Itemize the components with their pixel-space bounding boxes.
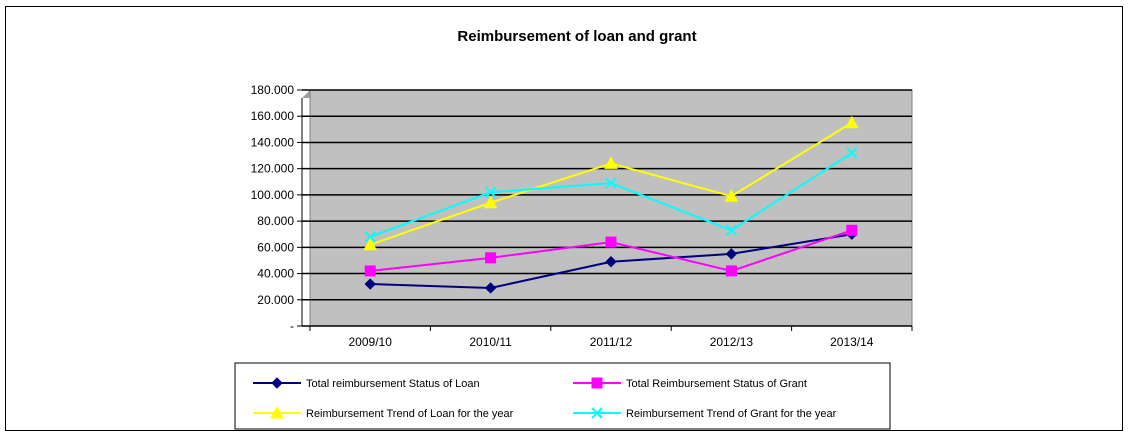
plot-background [309, 89, 913, 327]
y-tick-label: 40.000 [257, 267, 294, 281]
data-point [846, 224, 858, 236]
data-point [846, 147, 858, 159]
chart-canvas: Reimbursement of loan and grant - 20.000 4… [234, 28, 913, 430]
legend-item-4: Reimbursement Trend of Grant for the yea… [573, 407, 837, 420]
series-layer [363, 115, 859, 294]
legend-box [234, 362, 891, 430]
data-point [605, 256, 617, 268]
series-1 [364, 228, 858, 294]
legend-swatch-marker [591, 407, 603, 419]
legend-swatch-marker [271, 377, 283, 389]
data-point [364, 278, 376, 290]
series-2 [364, 224, 858, 277]
y-tick-label: 180.000 [251, 83, 295, 97]
legend-label: Total Reimbursement Status of Grant [626, 378, 807, 390]
legend: Total reimbursement Status of Loan Total … [234, 362, 891, 430]
legend-label: Reimbursement Trend of Grant for the yea… [626, 408, 837, 420]
data-point [725, 265, 737, 277]
x-tick-label: 2011/12 [590, 335, 633, 349]
data-point [485, 252, 497, 264]
legend-item-3: Reimbursement Trend of Loan for the year [253, 405, 514, 420]
legend-label: Reimbursement Trend of Loan for the year [306, 408, 514, 420]
plot-area [302, 89, 913, 327]
x-tick-label: 2012/13 [710, 335, 754, 349]
axes: - 20.000 40.000 60.000 80.000 100.000 120.000 1… [251, 83, 913, 349]
legend-item-2: Total Reimbursement Status of Grant [573, 377, 807, 390]
y-tick-label: 120.000 [251, 162, 295, 176]
y-tick-label: - [290, 319, 294, 333]
y-tick-label: 160.000 [251, 109, 295, 123]
series-4 [364, 147, 858, 243]
legend-label: Total reimbursement Status of Loan [306, 378, 480, 390]
data-point [844, 115, 859, 129]
data-point [364, 231, 376, 243]
data-point [363, 237, 378, 251]
data-point [364, 265, 376, 277]
y-tick-label: 80.000 [257, 214, 294, 228]
data-point [484, 282, 497, 294]
legend-swatch-marker [270, 405, 284, 419]
y-tick-label: 100.000 [251, 188, 295, 202]
data-point [484, 186, 497, 198]
legend-item-1: Total reimbursement Status of Loan [253, 377, 480, 390]
data-point [725, 224, 738, 236]
data-point [725, 248, 738, 260]
data-point [724, 189, 739, 202]
chart-frame: Reimbursement of loan and grant - 20.000 4… [5, 6, 1123, 431]
y-tick-label: 20.000 [257, 293, 294, 307]
data-point [604, 156, 618, 169]
data-point [605, 236, 617, 248]
data-point [605, 177, 617, 189]
y-tick-label: 60.000 [257, 240, 294, 254]
x-tick-label: 2013/14 [830, 335, 874, 349]
data-point [483, 195, 498, 209]
y-tick-label: 140.000 [251, 135, 295, 149]
chart-title: Reimbursement of loan and grant [457, 28, 696, 45]
x-tick-label: 2010/11 [469, 335, 512, 349]
legend-swatch-marker [591, 377, 603, 389]
series-3 [363, 115, 859, 251]
x-tick-label: 2009/10 [349, 335, 393, 349]
